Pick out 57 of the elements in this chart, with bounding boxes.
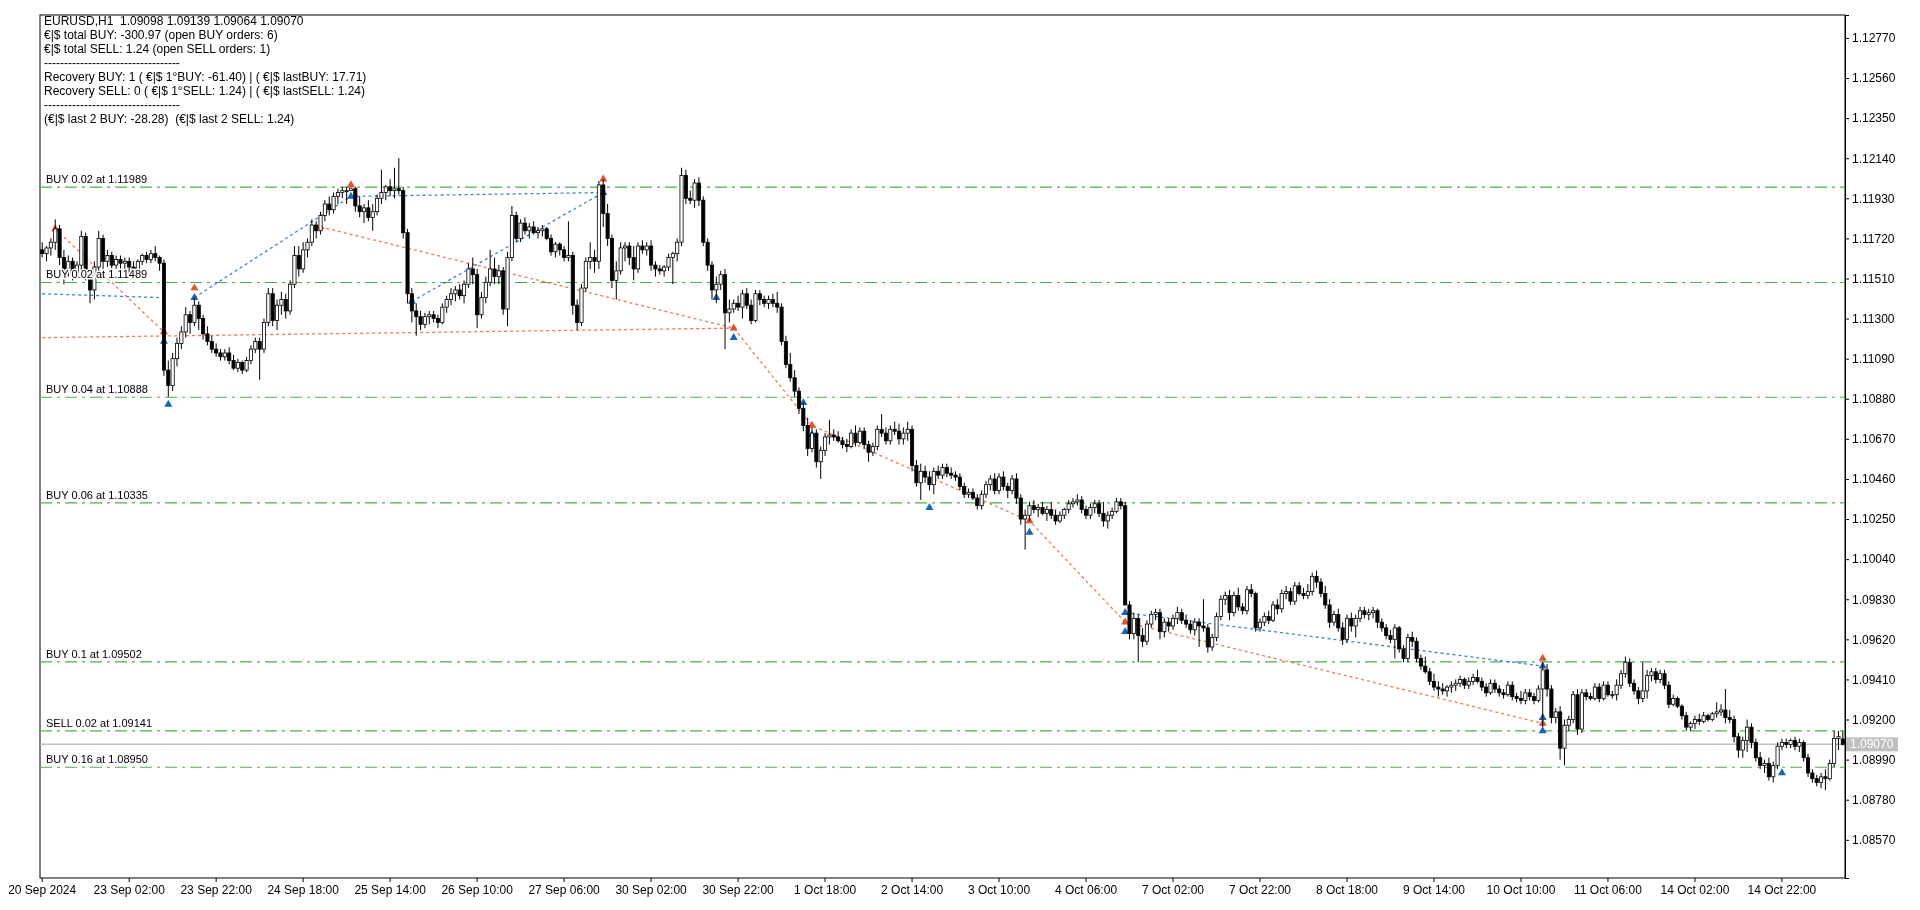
x-tick-label: 10 Oct 10:00	[1486, 882, 1556, 897]
x-tick-label: 7 Oct 02:00	[1141, 882, 1205, 897]
x-tick-label: 14 Oct 22:00	[1747, 882, 1817, 897]
y-tick-label: 1.08990	[1852, 752, 1896, 767]
y-tick-label: 1.10880	[1852, 392, 1896, 407]
ref-line-label: BUY 0.06 at 1.10335	[46, 488, 148, 501]
x-tick-label: 23 Sep 02:00	[93, 882, 166, 897]
x-tick-label: 2 Oct 14:00	[881, 882, 944, 897]
x-tick-label: 1 Oct 18:00	[794, 882, 857, 897]
y-tick-label: 1.08570	[1852, 833, 1896, 848]
ref-line-label: BUY 0.16 at 1.08950	[46, 753, 148, 766]
y-tick-label: 1.11090	[1852, 352, 1895, 367]
y-tick-label: 1.09410	[1852, 672, 1896, 687]
y-tick-label: 1.11300	[1852, 311, 1895, 326]
ref-line-label: 1.09070	[1850, 737, 1894, 752]
y-tick-label: 1.12770	[1852, 31, 1896, 46]
y-tick-label: 1.08780	[1852, 793, 1896, 808]
ref-line-label: BUY 0.1 at 1.09502	[46, 647, 142, 660]
x-tick-label: 11 Oct 06:00	[1574, 882, 1643, 897]
ref-line-label: SELL 0.02 at 1.09141	[46, 716, 153, 729]
annotation: €|$ total BUY: -300.97 (open BUY orders: 6)	[44, 28, 278, 42]
chart-title: EURUSD,H1 1.09098 1.09139 1.09064 1.09070	[44, 14, 304, 28]
x-tick-label: 30 Sep 02:00	[615, 882, 688, 897]
x-tick-label: 20 Sep 2024	[8, 882, 77, 897]
y-tick-label: 1.10460	[1852, 472, 1896, 487]
y-tick-label: 1.09830	[1852, 592, 1896, 607]
x-tick-label: 27 Sep 06:00	[528, 882, 601, 897]
x-tick-label: 26 Sep 10:00	[441, 882, 514, 897]
annotation: (€|$ last 2 BUY: -28.28) (€|$ last 2 SELL: 1.24)	[44, 112, 295, 126]
x-tick-label: 3 Oct 10:00	[968, 882, 1031, 897]
x-tick-label: 14 Oct 02:00	[1660, 882, 1730, 897]
y-tick-label: 1.10040	[1852, 552, 1896, 567]
annotation: ----------------------------------	[44, 56, 180, 70]
annotation: Recovery BUY: 1 ( €|$ 1°BUY: -61.40) | ( €|$ lastBUY: 17.71)	[44, 70, 367, 84]
annotation: Recovery SELL: 0 ( €|$ 1°SELL: 1.24) | ( €|$ lastSELL: 1.24)	[44, 84, 365, 98]
y-tick-label: 1.12140	[1852, 151, 1896, 166]
ref-line-label: BUY 0.04 at 1.10888	[46, 383, 148, 396]
x-tick-label: 4 Oct 06:00	[1055, 882, 1118, 897]
y-tick-label: 1.12350	[1852, 111, 1896, 126]
y-tick-label: 1.10250	[1852, 512, 1896, 527]
y-tick-label: 1.09620	[1852, 632, 1896, 647]
x-tick-label: 8 Oct 18:00	[1315, 882, 1379, 897]
y-tick-label: 1.11930	[1852, 191, 1895, 206]
annotation: ----------------------------------	[44, 98, 180, 112]
x-tick-label: 24 Sep 18:00	[267, 882, 340, 897]
x-tick-label: 9 Oct 14:00	[1402, 882, 1466, 897]
y-tick-label: 1.12560	[1852, 71, 1896, 86]
x-tick-label: 7 Oct 22:00	[1228, 882, 1292, 897]
x-tick-label: 25 Sep 14:00	[354, 882, 427, 897]
y-tick-label: 1.10670	[1852, 432, 1896, 447]
x-tick-label: 30 Sep 22:00	[702, 882, 775, 897]
ref-line-label: BUY 0.02 at 1.11989	[46, 173, 148, 186]
y-tick-label: 1.11510	[1852, 271, 1895, 286]
annotation: €|$ total SELL: 1.24 (open SELL orders: 1)	[44, 42, 271, 56]
y-tick-label: 1.11720	[1852, 231, 1895, 246]
x-tick-label: 23 Sep 22:00	[180, 882, 253, 897]
y-tick-label: 1.09200	[1852, 712, 1896, 727]
